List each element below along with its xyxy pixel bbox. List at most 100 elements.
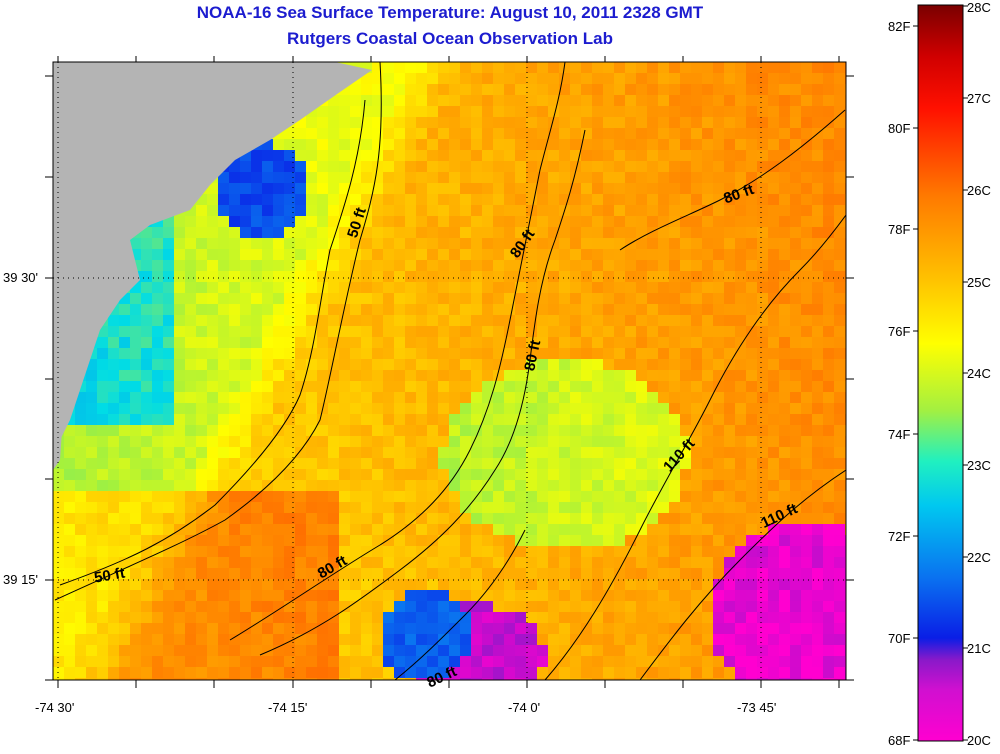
sst-pixel: [482, 513, 494, 525]
sst-pixel: [328, 117, 340, 129]
sst-pixel: [790, 249, 802, 261]
sst-pixel: [185, 337, 197, 349]
sst-pixel: [306, 205, 318, 217]
sst-pixel: [350, 172, 362, 184]
sst-pixel: [482, 447, 494, 459]
sst-pixel: [680, 326, 692, 338]
sst-pixel: [64, 502, 76, 514]
sst-pixel: [295, 480, 307, 492]
sst-pixel: [284, 656, 296, 668]
sst-pixel: [141, 370, 153, 382]
sst-pixel: [152, 524, 164, 536]
sst-pixel: [130, 557, 142, 569]
sst-pixel: [691, 260, 703, 272]
sst-pixel: [625, 645, 637, 657]
sst-pixel: [537, 282, 549, 294]
sst-pixel: [504, 293, 516, 305]
sst-pixel: [790, 128, 802, 140]
sst-pixel: [339, 282, 351, 294]
sst-pixel: [339, 447, 351, 459]
sst-pixel: [383, 414, 395, 426]
sst-pixel: [526, 370, 538, 382]
sst-pixel: [702, 425, 714, 437]
sst-pixel: [713, 678, 725, 680]
sst-pixel: [625, 194, 637, 206]
sst-pixel: [240, 645, 252, 657]
sst-pixel: [427, 370, 439, 382]
sst-pixel: [350, 238, 362, 250]
sst-pixel: [636, 491, 648, 503]
sst-pixel: [339, 194, 351, 206]
sst-pixel: [460, 271, 472, 283]
sst-pixel: [372, 293, 384, 305]
sst-pixel: [394, 513, 406, 525]
sst-pixel: [108, 678, 120, 680]
sst-pixel: [339, 205, 351, 217]
sst-pixel: [658, 392, 670, 404]
sst-pixel: [614, 436, 626, 448]
sst-pixel: [812, 238, 824, 250]
sst-pixel: [405, 326, 417, 338]
sst-pixel: [570, 315, 582, 327]
sst-pixel: [647, 315, 659, 327]
sst-pixel: [592, 370, 604, 382]
sst-pixel: [262, 678, 274, 680]
sst-pixel: [449, 227, 461, 239]
sst-pixel: [361, 293, 373, 305]
sst-pixel: [724, 216, 736, 228]
sst-pixel: [185, 568, 197, 580]
sst-pixel: [460, 315, 472, 327]
sst-pixel: [680, 524, 692, 536]
sst-pixel: [493, 194, 505, 206]
sst-pixel: [757, 117, 769, 129]
sst-pixel: [284, 392, 296, 404]
sst-pixel: [581, 271, 593, 283]
lat-label-3930: 39 30': [3, 270, 39, 285]
sst-pixel: [592, 524, 604, 536]
sst-pixel: [449, 667, 461, 679]
sst-pixel: [350, 425, 362, 437]
sst-pixel: [625, 227, 637, 239]
sst-pixel: [460, 480, 472, 492]
sst-pixel: [196, 337, 208, 349]
sst-pixel: [636, 62, 648, 74]
sst-pixel: [273, 502, 285, 514]
sst-pixel: [86, 447, 98, 459]
sst-pixel: [471, 106, 483, 118]
sst-pixel: [482, 194, 494, 206]
sst-pixel: [647, 348, 659, 360]
sst-pixel: [284, 414, 296, 426]
sst-pixel: [768, 205, 780, 217]
sst-pixel: [317, 458, 329, 470]
sst-pixel: [680, 117, 692, 129]
sst-pixel: [614, 62, 626, 74]
sst-pixel: [812, 62, 824, 74]
sst-pixel: [196, 392, 208, 404]
sst-pixel: [614, 183, 626, 195]
sst-pixel: [614, 139, 626, 151]
sst-pixel: [75, 436, 87, 448]
sst-pixel: [746, 293, 758, 305]
sst-pixel: [680, 271, 692, 283]
sst-pixel: [493, 216, 505, 228]
sst-pixel: [482, 282, 494, 294]
sst-pixel: [834, 249, 846, 261]
sst-pixel: [207, 568, 219, 580]
sst-pixel: [306, 150, 318, 162]
sst-pixel: [218, 623, 230, 635]
sst-pixel: [438, 359, 450, 371]
sst-pixel: [515, 513, 527, 525]
sst-pixel: [592, 293, 604, 305]
sst-pixel: [592, 579, 604, 591]
sst-pixel: [471, 62, 483, 74]
sst-pixel: [383, 293, 395, 305]
sst-pixel: [306, 678, 318, 680]
sst-pixel: [163, 557, 175, 569]
sst-pixel: [669, 117, 681, 129]
sst-pixel: [735, 315, 747, 327]
sst-pixel: [262, 172, 274, 184]
sst-pixel: [405, 282, 417, 294]
sst-pixel: [493, 326, 505, 338]
sst-pixel: [526, 458, 538, 470]
cb-label-f: 80F: [888, 121, 911, 136]
